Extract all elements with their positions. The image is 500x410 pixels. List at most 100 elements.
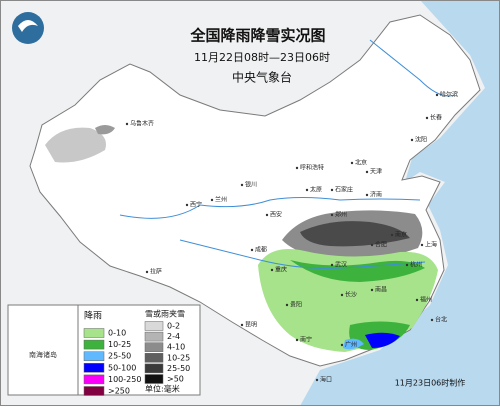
city-label: 西安 — [270, 211, 282, 219]
city-dot — [240, 183, 244, 187]
city-dot — [295, 166, 299, 170]
city-dot — [250, 248, 254, 252]
city-dot — [415, 298, 419, 302]
city-dot — [350, 161, 354, 165]
unit: 单位:毫米 — [145, 384, 180, 394]
city-dot — [265, 213, 269, 217]
city-dot — [370, 243, 374, 247]
city-dot — [145, 270, 149, 274]
title: 全国降雨降雪实况图 — [189, 27, 325, 45]
city-dot — [365, 193, 369, 197]
legend-label: 100-250 — [108, 375, 141, 384]
city-dot — [435, 93, 439, 97]
city-dot — [330, 213, 334, 217]
city-label: 杭州 — [410, 261, 422, 269]
legend-swatch — [144, 363, 164, 374]
city-label: 台北 — [435, 316, 447, 324]
city-label: 成都 — [255, 246, 267, 254]
city-label: 昆明 — [245, 322, 257, 329]
river — [119, 197, 421, 219]
legend-label: 50-100 — [108, 363, 136, 372]
city-dot — [315, 378, 319, 382]
legend-swatch — [144, 353, 164, 363]
city-label: 天津 — [370, 169, 382, 176]
city-dot — [405, 263, 409, 267]
city-label: 石家庄 — [335, 186, 353, 194]
legend-label: 10-25 — [167, 353, 190, 362]
river — [369, 39, 456, 97]
city-dot — [390, 233, 394, 237]
legend-swatch — [144, 342, 164, 352]
city-label: 济南 — [370, 191, 382, 199]
inset-box — [7, 304, 79, 396]
sea — [300, 0, 500, 406]
city-label: 重庆 — [275, 266, 287, 274]
city-label: 沈阳 — [415, 136, 427, 144]
city-dot — [410, 138, 414, 142]
city-label: 南京 — [395, 231, 407, 239]
legend-swatch — [144, 374, 164, 384]
river — [179, 239, 426, 269]
legend-label: >50 — [167, 375, 184, 384]
legend-swatch — [83, 351, 105, 361]
legend-swatch — [83, 386, 105, 396]
city-dot — [330, 188, 334, 192]
city-label: 福州 — [420, 296, 432, 304]
city-dot — [305, 188, 309, 192]
legend-label: 2-4 — [167, 332, 180, 341]
city-label: 合肥 — [375, 241, 387, 249]
city-dot — [295, 338, 299, 342]
period: 11月22日08时—23日06时 — [194, 51, 330, 64]
city-dot — [430, 318, 434, 322]
city-label: 银川 — [245, 181, 257, 189]
city-dot — [425, 116, 429, 120]
city-label: 兰州 — [215, 196, 227, 204]
city-label: 乌鲁木齐 — [130, 120, 154, 128]
city-label: 南宁 — [300, 336, 312, 344]
city-dot — [285, 303, 289, 307]
city-label: 广州 — [345, 341, 357, 349]
legend-swatch — [83, 339, 105, 350]
city-dot — [270, 268, 274, 272]
logo — [12, 12, 44, 44]
legend-label: 25-50 — [167, 364, 190, 373]
legend-swatch — [144, 331, 164, 342]
rain-legend-title: 降雨 — [84, 310, 102, 322]
city-label: 拉萨 — [150, 268, 162, 276]
rain-area — [290, 260, 425, 282]
city-label: 呼和浩特 — [300, 164, 324, 172]
made-time: 11月23日06时制作 — [395, 378, 466, 388]
legend-label: 0-10 — [108, 329, 126, 338]
rain-area — [343, 338, 364, 350]
city-label: 哈尔滨 — [440, 91, 458, 99]
snow-area — [300, 221, 410, 247]
inset-label: 南海诸岛 — [29, 350, 57, 359]
city-label: 武汉 — [335, 261, 347, 269]
legend-swatch — [144, 321, 164, 331]
city-label: 太原 — [310, 186, 322, 194]
city-label: 海口 — [320, 376, 332, 384]
snow-legend-title: 雪或雨夹雪 — [145, 309, 185, 319]
city-dot — [240, 323, 244, 327]
city-label: 南昌 — [375, 286, 387, 294]
city-label: 北京 — [355, 159, 367, 167]
city-label: 上海 — [425, 241, 437, 249]
legend-label: 0-2 — [167, 322, 180, 331]
snow-area — [45, 127, 106, 163]
rain-area — [365, 332, 400, 348]
city-label: 郑州 — [335, 211, 347, 219]
city-label: 长沙 — [345, 291, 357, 299]
city-label: 西宁 — [190, 201, 202, 209]
snow-area — [95, 125, 115, 135]
city-dot — [125, 122, 129, 126]
city-label: 贵阳 — [290, 301, 302, 309]
city-dot — [330, 263, 334, 267]
city-label: 长春 — [430, 114, 442, 122]
city-dot — [340, 293, 344, 297]
legend-swatch — [83, 374, 105, 385]
city-dot — [340, 343, 344, 347]
city-dot — [420, 243, 424, 247]
city-dot — [365, 170, 369, 174]
